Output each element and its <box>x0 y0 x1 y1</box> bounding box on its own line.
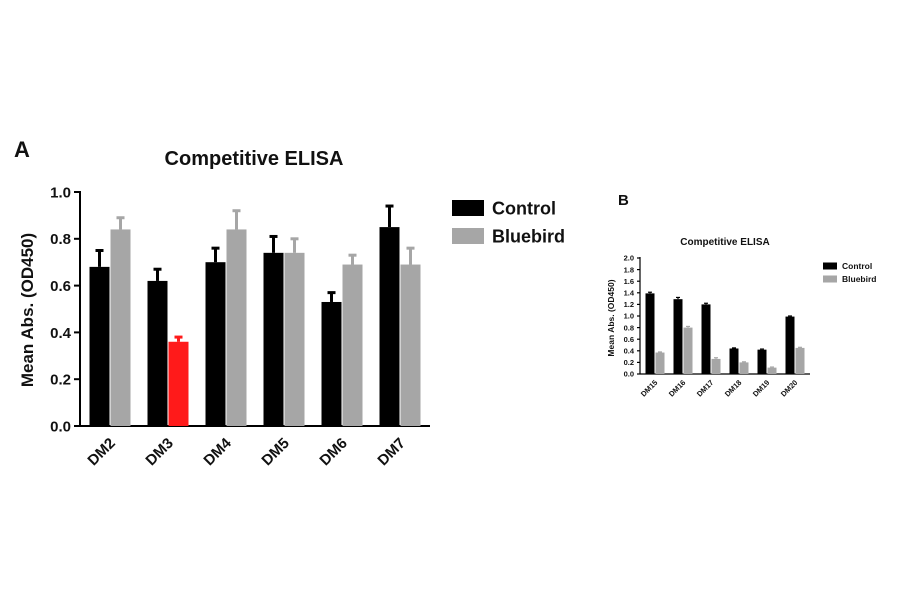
chart-b-bar-control-dm15 <box>645 293 655 374</box>
chart-a-bar-control-dm3 <box>147 280 168 426</box>
chart-b-y-tick-label: 0.4 <box>624 347 635 356</box>
chart-b-y-tick-label: 1.4 <box>624 289 635 298</box>
chart-b-legend-swatch-control <box>823 262 837 270</box>
chart-a-y-tick-label: 0.6 <box>50 278 71 295</box>
chart-b-y-tick-label: 2.0 <box>624 254 634 263</box>
chart-a-y-axis-label: Mean Abs. (OD450) <box>18 233 37 387</box>
chart-b-bar-bluebird-dm17 <box>711 358 721 374</box>
chart-b-legend-swatch-bluebird <box>823 275 837 283</box>
chart-a-y-tick-label: 0.0 <box>50 418 71 435</box>
chart-b-x-tick-label: DM19 <box>751 378 772 399</box>
chart-b-bar-control-dm20 <box>785 316 795 374</box>
chart-b-y-tick-label: 0.6 <box>624 335 634 344</box>
chart-b-x-tick-label: DM20 <box>779 378 800 399</box>
chart-a-bar-control-dm2 <box>89 266 110 426</box>
chart-a-legend-label-control: Control <box>492 198 556 218</box>
chart-a-x-tick-label: DM6 <box>316 435 350 469</box>
chart-a-bar-bluebird-dm6 <box>342 264 363 426</box>
chart-a-legend-swatch-bluebird <box>452 228 484 244</box>
chart-a-bar-control-dm5 <box>263 252 284 426</box>
chart-a-bar-control-dm4 <box>205 262 226 426</box>
chart-a-bar-bluebird-dm5 <box>284 252 305 426</box>
chart-a-x-tick-label: DM2 <box>84 435 118 469</box>
chart-b-y-tick-label: 1.6 <box>624 277 634 286</box>
chart-b-y-tick-label: 0.8 <box>624 323 634 332</box>
chart-a-x-tick-label: DM4 <box>200 434 235 469</box>
chart-a-y-tick-label: 0.2 <box>50 372 71 389</box>
chart-b-y-axis-label: Mean Abs. (OD450) <box>606 279 616 356</box>
chart-a-title: Competitive ELISA <box>165 148 344 170</box>
chart-b-x-tick-label: DM16 <box>667 378 688 399</box>
chart-a-bar-control-dm6 <box>321 301 342 426</box>
chart-b-bar-bluebird-dm18 <box>739 362 749 374</box>
chart-a-bar-bluebird-dm4 <box>226 229 247 426</box>
chart-a-legend-label-bluebird: Bluebird <box>492 226 565 246</box>
chart-b-y-tick-label: 1.2 <box>624 300 634 309</box>
chart-b-bar-control-dm19 <box>757 349 767 374</box>
chart-b-bar-bluebird-dm15 <box>655 352 665 374</box>
chart-a-y-tick-label: 1.0 <box>50 184 71 201</box>
chart-a-y-tick-label: 0.8 <box>50 231 71 248</box>
chart-a-bar-bluebird-dm7 <box>400 264 421 426</box>
chart-b-bar-bluebird-dm20 <box>795 347 805 374</box>
chart-b-title: Competitive ELISA <box>680 237 769 248</box>
chart-b-bar-control-dm17 <box>701 304 711 374</box>
chart-b-legend-label-bluebird: Bluebird <box>842 274 876 284</box>
chart-b-x-tick-label: DM17 <box>695 378 716 399</box>
chart-b-bar-control-dm18 <box>729 348 739 374</box>
chart-a: 0.0 0.2 0.4 0.6 0.8 1.0 DM2 DM3 DM4 DM5 DM6 DM7 Cont… <box>50 184 565 469</box>
panel-label-a: A <box>14 137 30 162</box>
chart-b-legend-label-control: Control <box>842 261 872 271</box>
chart-b-bar-bluebird-dm19 <box>767 367 777 374</box>
chart-b-bar-control-dm16 <box>673 299 683 374</box>
chart-a-bar-bluebird-dm2 <box>110 229 131 426</box>
chart-a-x-tick-label: DM3 <box>142 435 176 469</box>
chart-b-x-tick-label: DM15 <box>639 378 660 399</box>
chart-a-bar-bluebird-dm3 <box>168 341 189 426</box>
chart-b-y-tick-label: 0.0 <box>624 370 634 379</box>
chart-a-y-tick-label: 0.4 <box>50 325 72 342</box>
chart-b-y-tick-label: 0.2 <box>624 358 634 367</box>
panel-label-b: B <box>618 192 629 209</box>
chart-b-x-tick-label: DM18 <box>723 378 744 399</box>
chart-a-x-tick-label: DM5 <box>258 435 292 469</box>
chart-b-bar-bluebird-dm16 <box>683 327 693 374</box>
chart-b: 0.0 0.2 0.4 0.6 0.8 1.0 1.2 1.4 1.6 1.8 2.0 DM15 DM1… <box>624 254 877 399</box>
chart-a-x-tick-label: DM7 <box>374 435 408 469</box>
chart-b-y-tick-label: 1.0 <box>624 312 634 321</box>
chart-b-y-tick-label: 1.8 <box>624 265 634 274</box>
chart-a-legend-swatch-control <box>452 200 484 216</box>
chart-a-bar-control-dm7 <box>379 227 400 426</box>
